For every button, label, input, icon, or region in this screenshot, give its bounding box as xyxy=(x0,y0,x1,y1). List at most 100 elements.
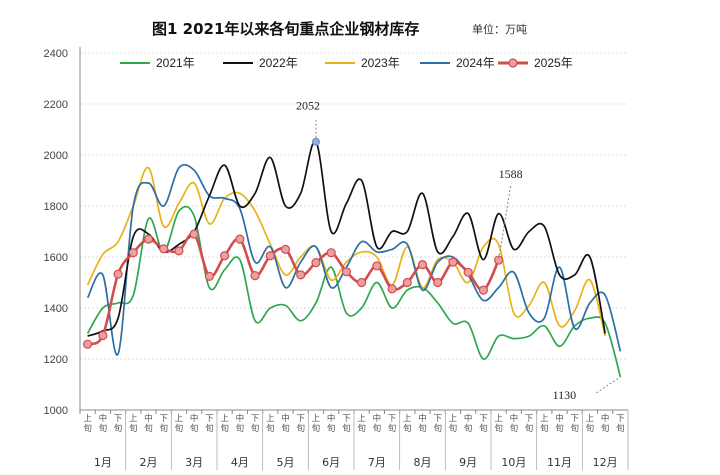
x-tick-char: 上 xyxy=(540,414,549,424)
x-tick-label-6: 下旬 xyxy=(159,414,168,434)
x-tick-char: 上 xyxy=(357,414,366,424)
x-tick-label-4: 上旬 xyxy=(129,414,138,434)
month-label-9: 9月 xyxy=(459,456,477,469)
x-tick-char: 下 xyxy=(114,414,123,424)
x-tick-char: 旬 xyxy=(114,423,123,434)
x-tick-label-3: 下旬 xyxy=(114,414,123,434)
x-tick-char: 旬 xyxy=(525,423,534,434)
month-label-12: 12月 xyxy=(593,456,618,469)
x-tick-char: 上 xyxy=(220,414,229,424)
point-2025年-19 xyxy=(357,277,367,288)
point-2025年-22 xyxy=(402,277,412,288)
x-tick-char: 旬 xyxy=(175,423,184,434)
x-tick-char: 旬 xyxy=(296,423,305,434)
point-2025年-6 xyxy=(159,244,169,254)
x-tick-char: 旬 xyxy=(570,423,579,434)
axis-layer: 10001200140016001800200022002400上旬中旬下旬1月… xyxy=(44,47,629,470)
y-tick-label-2000: 2000 xyxy=(44,150,68,162)
x-tick-char: 上 xyxy=(129,414,138,424)
x-tick-label-32: 中旬 xyxy=(555,413,564,434)
legend-marker-2025年 xyxy=(508,58,518,68)
x-tick-label-8: 中旬 xyxy=(190,413,199,434)
x-tick-label-24: 下旬 xyxy=(433,414,442,434)
x-tick-char: 旬 xyxy=(83,423,92,434)
point-2025年-28 xyxy=(494,255,504,265)
point-2025年-26 xyxy=(463,267,473,277)
x-tick-label-10: 上旬 xyxy=(220,414,229,434)
series-layer xyxy=(83,140,622,378)
x-tick-char: 上 xyxy=(266,414,275,424)
x-tick-char: 旬 xyxy=(540,423,549,434)
y-tick-label-1600: 1600 xyxy=(44,252,68,264)
month-label-4: 4月 xyxy=(231,456,249,469)
point-2025年-21 xyxy=(387,284,397,294)
x-tick-label-12: 下旬 xyxy=(251,414,260,434)
x-tick-char: 旬 xyxy=(357,423,366,434)
x-tick-label-20: 中旬 xyxy=(373,413,382,434)
x-tick-label-33: 下旬 xyxy=(570,414,579,434)
x-tick-char: 旬 xyxy=(403,423,412,434)
x-tick-char: 下 xyxy=(525,414,534,424)
x-tick-char: 旬 xyxy=(586,423,595,434)
x-tick-label-5: 中旬 xyxy=(144,413,153,434)
x-tick-char: 旬 xyxy=(418,423,427,434)
month-label-5: 5月 xyxy=(277,456,295,469)
point-2025年-27 xyxy=(478,285,488,295)
x-tick-label-17: 中旬 xyxy=(327,413,336,434)
month-label-7: 7月 xyxy=(368,456,386,469)
x-tick-label-16: 上旬 xyxy=(312,414,321,434)
x-tick-label-34: 上旬 xyxy=(586,414,595,434)
month-label-6: 6月 xyxy=(322,456,340,469)
x-tick-label-19: 上旬 xyxy=(357,414,366,434)
point-2025年-16 xyxy=(311,258,321,268)
x-tick-char: 中 xyxy=(601,413,610,424)
series-line-2021年 xyxy=(86,205,622,378)
legend: 2021年 2022年 2023年 2024年 2025年 xyxy=(120,56,573,70)
x-tick-char: 旬 xyxy=(601,423,610,434)
month-label-2: 2月 xyxy=(140,456,158,469)
point-2025年-11 xyxy=(235,234,245,244)
x-tick-char: 旬 xyxy=(342,423,351,434)
y-tick-label-2400: 2400 xyxy=(44,48,68,60)
x-tick-char: 旬 xyxy=(388,423,397,434)
x-tick-char: 旬 xyxy=(449,423,458,434)
x-tick-char: 旬 xyxy=(251,423,260,434)
point-2025年-20 xyxy=(372,261,382,271)
month-label-10: 10月 xyxy=(501,456,526,469)
x-tick-char: 下 xyxy=(205,414,214,424)
x-tick-char: 旬 xyxy=(144,423,153,434)
x-tick-char: 中 xyxy=(144,413,153,424)
x-tick-char: 下 xyxy=(342,414,351,424)
x-tick-char: 旬 xyxy=(220,423,229,434)
x-tick-label-36: 下旬 xyxy=(616,414,625,434)
x-tick-char: 下 xyxy=(251,414,260,424)
point-2025年-14 xyxy=(280,244,291,254)
annotation-label-1130: 1130 xyxy=(553,388,577,402)
x-tick-char: 旬 xyxy=(433,423,442,434)
x-tick-char: 中 xyxy=(281,413,290,424)
x-tick-label-29: 中旬 xyxy=(510,413,519,434)
x-tick-label-21: 下旬 xyxy=(388,414,397,434)
series-line-2022年 xyxy=(87,140,607,337)
point-2025年-8 xyxy=(189,229,199,239)
x-tick-char: 旬 xyxy=(159,423,168,434)
x-tick-char: 中 xyxy=(555,413,564,424)
x-tick-char: 旬 xyxy=(190,423,199,434)
x-tick-char: 旬 xyxy=(479,423,488,434)
x-tick-char: 上 xyxy=(83,414,92,424)
x-tick-char: 上 xyxy=(175,414,184,424)
x-tick-label-7: 上旬 xyxy=(175,414,184,434)
x-tick-label-15: 下旬 xyxy=(296,414,305,434)
legend-label-2025年: 2025年 xyxy=(534,56,573,70)
x-tick-label-23: 中旬 xyxy=(418,413,427,434)
x-tick-char: 中 xyxy=(99,413,108,424)
x-tick-char: 中 xyxy=(464,413,473,424)
annotation-leader-1130 xyxy=(596,376,621,394)
x-tick-char: 旬 xyxy=(616,423,625,434)
legend-label-2024年: 2024年 xyxy=(456,56,495,70)
x-tick-char: 旬 xyxy=(510,423,519,434)
x-tick-label-2: 中旬 xyxy=(99,413,108,434)
x-tick-char: 上 xyxy=(449,414,458,424)
